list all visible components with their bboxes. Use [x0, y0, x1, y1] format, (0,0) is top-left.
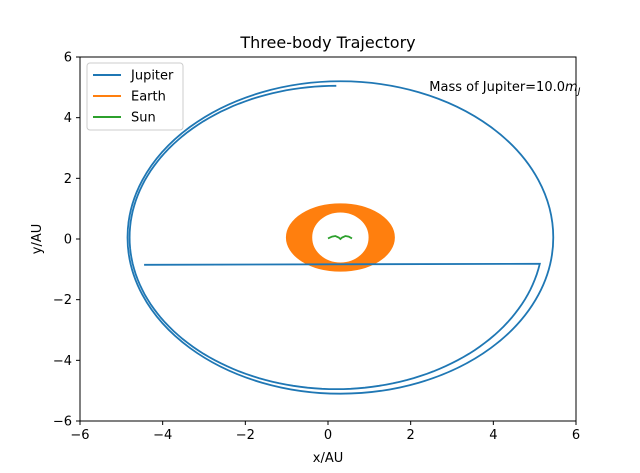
x-axis-label: x/AU: [313, 451, 343, 466]
annotation-prefix: Mass of Jupiter=10.0: [429, 80, 565, 95]
y-tick-label: −4: [53, 354, 72, 369]
annotation-text: Mass of Jupiter=10.0mJ: [429, 80, 580, 97]
y-tick-label: 4: [64, 111, 72, 126]
legend-label-sun: Sun: [131, 111, 156, 126]
series-jupiter-outer-orbit: [126, 80, 555, 395]
x-tick-label: −4: [153, 428, 172, 443]
legend: Jupiter Earth Sun: [86, 62, 184, 131]
legend-label-jupiter: Jupiter: [130, 69, 174, 84]
y-tick-label: −6: [53, 415, 72, 430]
series-sun-line: [327, 235, 353, 241]
x-tick-label: 6: [572, 428, 580, 443]
x-tick-label: 0: [324, 428, 332, 443]
x-tick-label: −2: [236, 428, 255, 443]
y-axis-label: y/AU: [30, 224, 45, 254]
annotation-symbol: m: [565, 80, 578, 95]
legend-label-earth: Earth: [131, 90, 166, 105]
series-jupiter-inner-orbit: [128, 84, 541, 390]
x-tick-label: −6: [70, 428, 89, 443]
y-tick-label: 2: [64, 172, 72, 187]
y-tick-label: −2: [53, 293, 72, 308]
y-tick-label: 6: [64, 51, 72, 66]
y-tick-label: 0: [64, 233, 72, 248]
series-earth-band: [285, 203, 395, 272]
plot-area: −6 −4 −2 0 2 4 6 −6 −4 −2 0 2 4 6 Mass of Jupiter=10.0…: [53, 51, 581, 444]
data-layer: [126, 80, 555, 395]
x-tick-label: 2: [407, 428, 415, 443]
legend-box: [86, 62, 184, 131]
x-tick-label: 4: [489, 428, 497, 443]
chart-title: Three-body Trajectory: [239, 33, 415, 52]
annotation-subscript: J: [576, 87, 581, 97]
